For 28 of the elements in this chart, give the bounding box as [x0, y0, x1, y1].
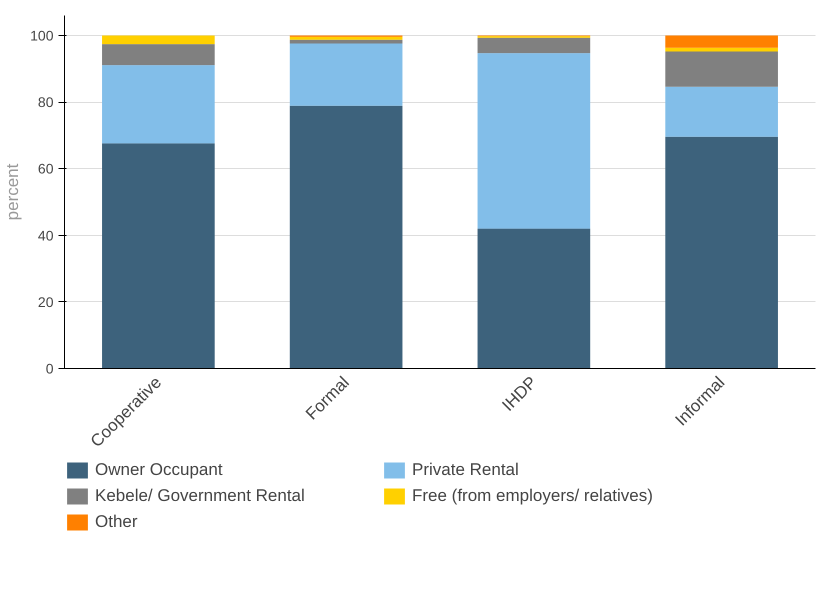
y-tick-label: 20: [38, 294, 54, 310]
bar: [478, 38, 590, 54]
bar: [478, 53, 590, 229]
bar: [665, 48, 778, 52]
legend-label: Private Rental: [412, 460, 520, 480]
y-tick-label: 0: [46, 360, 54, 376]
y-axis-title: percent: [3, 163, 22, 220]
y-tick-label: 40: [38, 227, 54, 244]
legend-label: Kebele/ Government Rental: [95, 486, 306, 506]
legend-label: Owner Occupant: [95, 460, 224, 480]
legend-label: Free (from employers/ relatives): [412, 486, 654, 506]
bar: [290, 43, 402, 106]
bar: [290, 36, 402, 40]
y-tick-label: 80: [38, 94, 54, 110]
bar: [102, 65, 215, 144]
bar: [102, 35, 215, 44]
bar: [102, 143, 215, 368]
legend-label: Other: [95, 512, 139, 532]
y-tick-label: 60: [38, 160, 54, 177]
bar: [290, 106, 402, 368]
bar: [290, 40, 402, 44]
bar: [665, 86, 778, 137]
bar: [102, 44, 215, 66]
bar: [665, 136, 778, 368]
bar: [665, 51, 778, 87]
bar: [665, 35, 778, 48]
y-tick-label: 100: [30, 27, 54, 44]
bar: [478, 228, 590, 368]
